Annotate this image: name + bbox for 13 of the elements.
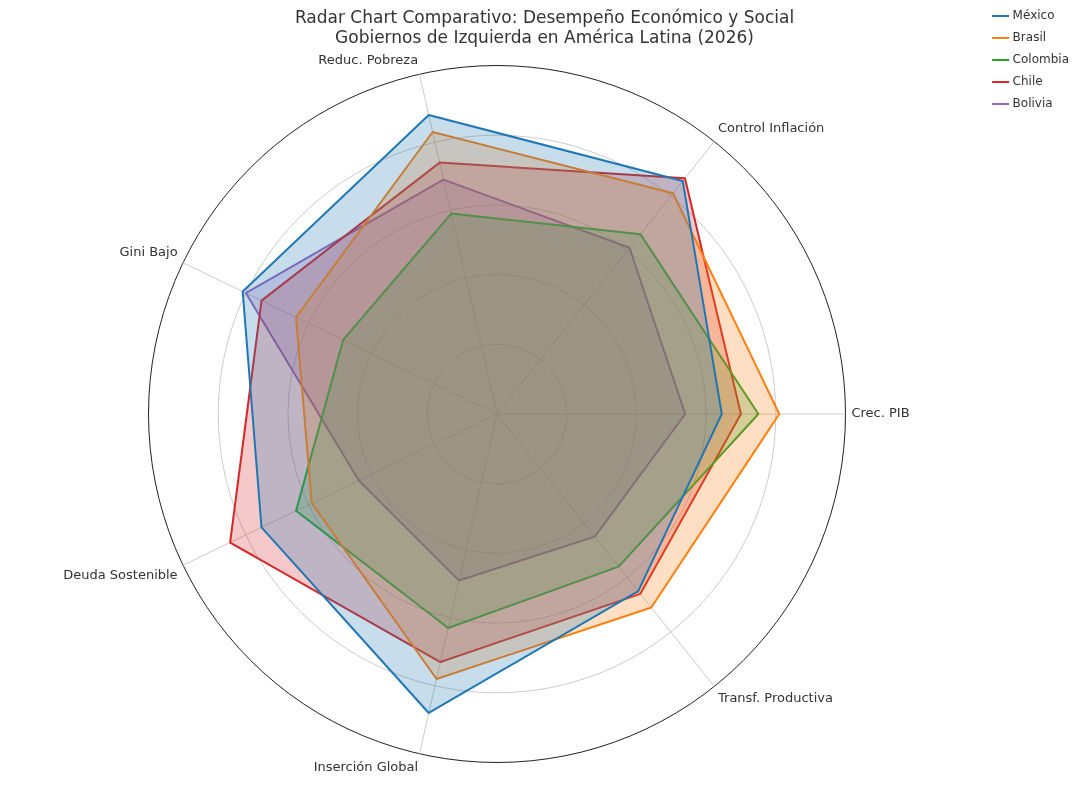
spoke-label: Transf. Productiva <box>717 690 833 706</box>
spoke-label: Gini Bajo <box>119 243 178 259</box>
legend-label: Colombia <box>1012 52 1069 67</box>
legend-label: Brasil <box>1012 30 1047 45</box>
spoke-label: Inserción Global <box>313 758 419 774</box>
spoke-label: Control Inflación <box>718 120 825 136</box>
legend-label: Chile <box>1012 74 1043 89</box>
legend-label: México <box>1012 8 1055 23</box>
legend-label: Bolivia <box>1012 96 1053 111</box>
text: Radar Chart Comparativo: Desempeño Económico y Social Gobiernos de Izquierda en América Latina (2026) <box>294 6 795 48</box>
spoke-label: Crec. PIB <box>851 405 910 421</box>
spoke-label: Reduc. Pobreza <box>318 51 419 67</box>
spoke-label: Deuda Sostenible <box>63 566 178 582</box>
